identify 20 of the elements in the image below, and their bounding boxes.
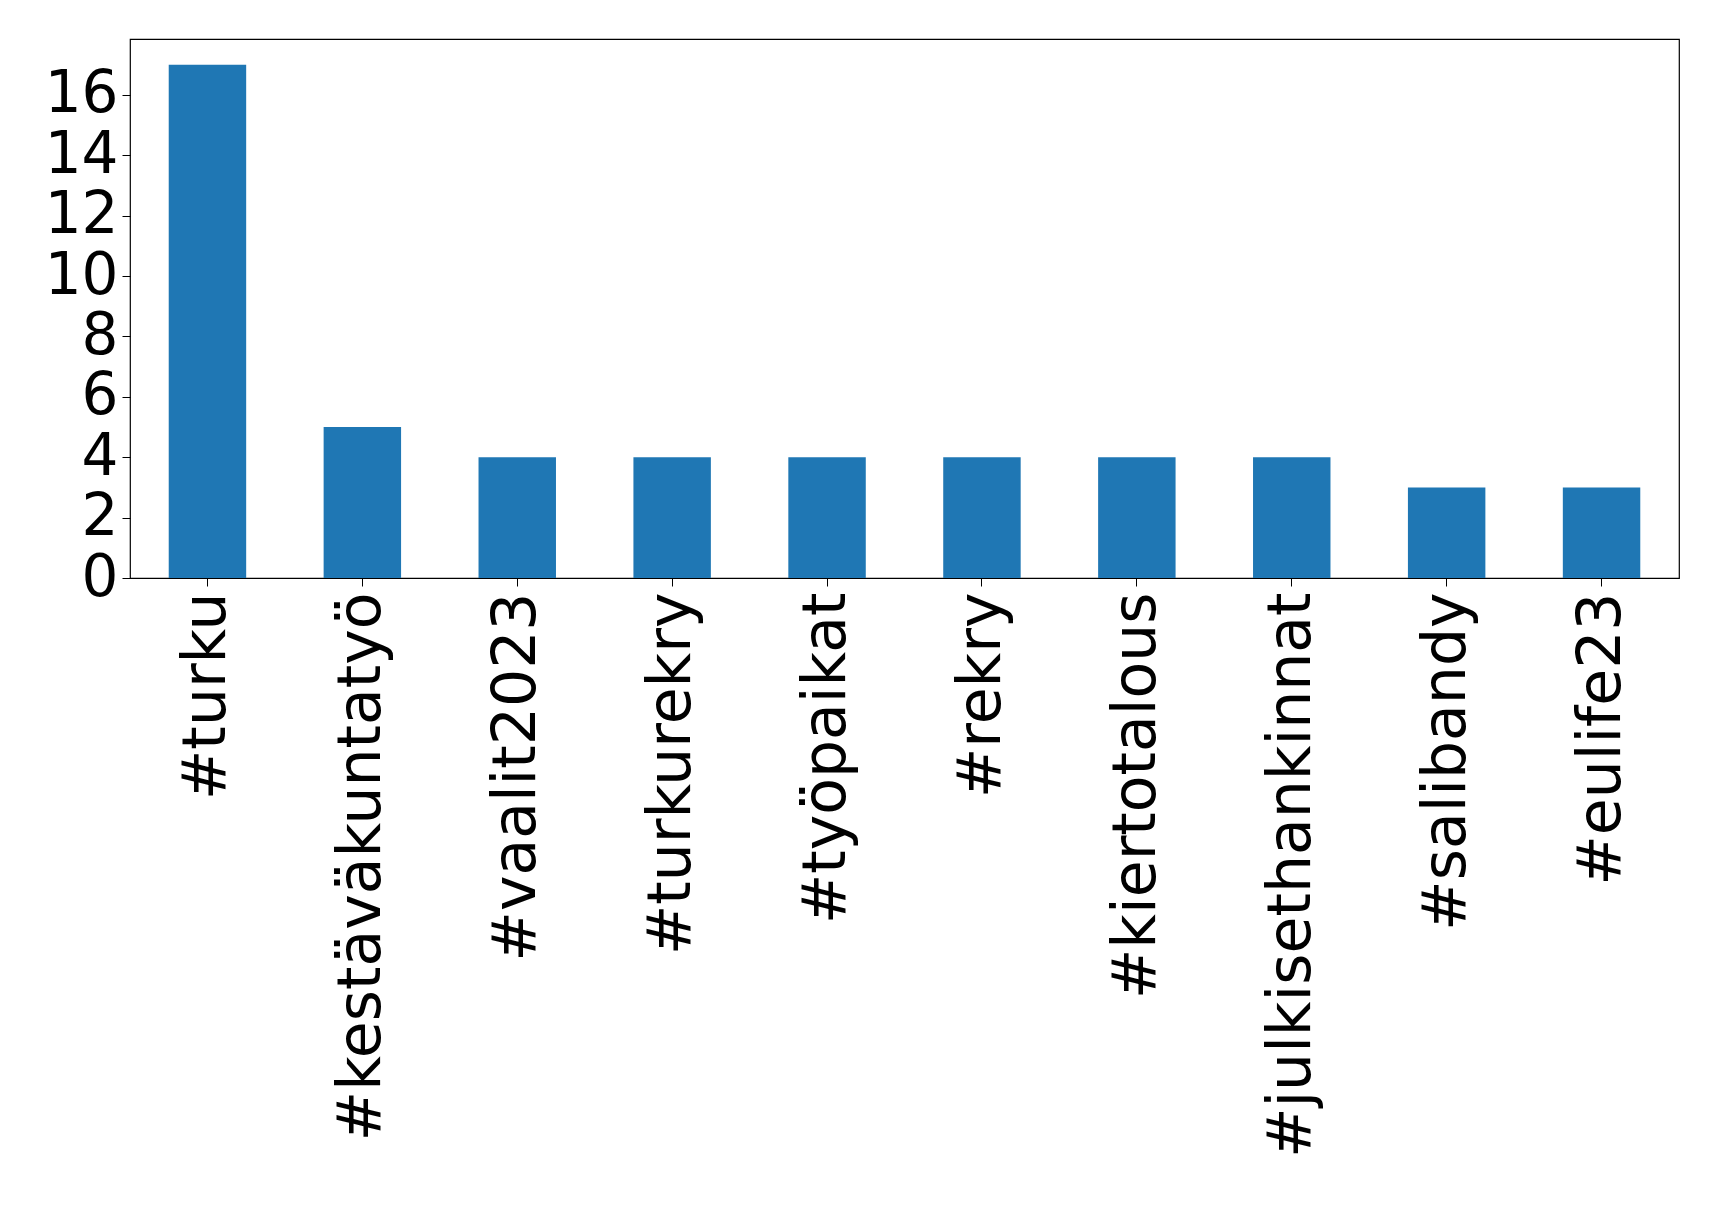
bar [1253,457,1331,578]
bar [168,64,247,578]
x-tick-label: #kestäväkuntatyö [324,592,395,1142]
x-tick-label: #vaalit2023 [479,592,550,962]
bar [478,457,556,578]
x-tick-label: #salibandy [1408,592,1479,931]
x-tick-label: #eulife23 [1563,592,1634,886]
bar [1562,487,1641,578]
x-tick-label: #kiertotalous [1098,592,1169,999]
x-tick-label: #rekry [943,592,1014,798]
bar [788,457,866,578]
x-tick-label: #työpaikat [789,592,860,925]
bar [323,427,402,578]
bar [633,457,711,578]
bar [943,457,1021,578]
bar [1098,457,1176,578]
x-tick-label: #turku [169,592,240,800]
x-tick-label: #turkurekry [634,592,705,956]
bar [1407,487,1486,578]
x-tick-label: #julkisethankinnat [1253,592,1324,1158]
